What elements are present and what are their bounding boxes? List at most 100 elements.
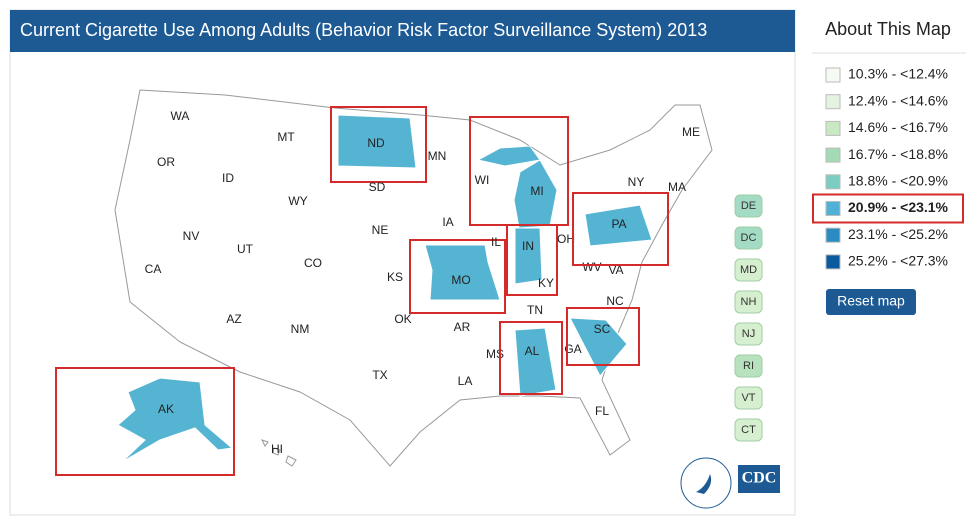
legend-swatch[interactable] xyxy=(825,120,841,136)
highlight-frame xyxy=(409,239,506,314)
state-label[interactable]: OR xyxy=(157,155,175,169)
state-shape xyxy=(117,377,234,463)
state-label[interactable]: MS xyxy=(486,347,504,361)
state-label[interactable]: WA xyxy=(171,109,190,123)
state-label[interactable]: AR xyxy=(454,320,471,334)
state-label[interactable]: LA xyxy=(458,374,473,388)
state-label[interactable]: GA xyxy=(564,342,581,356)
state-label[interactable]: IL xyxy=(491,235,501,249)
state-label[interactable]: WV xyxy=(582,260,601,274)
state-label[interactable]: OH xyxy=(557,232,575,246)
state-label[interactable]: NE xyxy=(372,223,389,237)
state-label[interactable]: CA xyxy=(145,262,162,276)
legend-swatch[interactable] xyxy=(825,201,841,216)
state-shape xyxy=(584,204,653,247)
legend-swatch[interactable] xyxy=(825,174,841,190)
highlight-frame xyxy=(566,307,640,366)
legend-swatch[interactable] xyxy=(825,67,841,83)
state-label[interactable]: NY xyxy=(628,175,645,189)
small-state-label: DC xyxy=(741,232,757,244)
cdc-logo xyxy=(738,465,780,493)
legend-swatch[interactable] xyxy=(825,254,841,270)
hhs-seal xyxy=(680,457,732,509)
small-state-box[interactable] xyxy=(734,354,763,378)
state-shape xyxy=(424,244,501,301)
sidebar-title: About This Map xyxy=(825,19,951,39)
state-label[interactable]: MA xyxy=(668,180,686,194)
legend-swatch[interactable] xyxy=(825,147,841,163)
legend-label: 16.7% - <18.8% xyxy=(848,146,948,162)
legend-label: 25.2% - <27.3% xyxy=(848,253,948,269)
state-label[interactable]: ND xyxy=(367,136,385,150)
small-state-box[interactable] xyxy=(734,290,763,314)
state-label[interactable]: KS xyxy=(387,270,403,284)
small-state-box[interactable] xyxy=(734,386,763,410)
legend-label: 14.6% - <16.7% xyxy=(848,119,948,135)
state-label[interactable]: IN xyxy=(522,239,534,253)
legend-swatch[interactable] xyxy=(825,227,841,243)
state-label[interactable]: OK xyxy=(394,312,411,326)
state-label[interactable]: ME xyxy=(682,125,700,139)
state-label[interactable]: AL xyxy=(525,344,540,358)
state-label[interactable]: MN xyxy=(428,149,447,163)
state-label[interactable]: NM xyxy=(291,322,310,336)
state-label[interactable]: MI xyxy=(530,184,543,198)
hawaii-outline xyxy=(261,439,297,467)
small-state-label: NJ xyxy=(742,328,755,340)
state-label[interactable]: SC xyxy=(594,322,611,336)
state-label[interactable]: SD xyxy=(369,180,386,194)
legend-label: 20.9% - <23.1% xyxy=(848,199,949,215)
state-label[interactable]: CO xyxy=(304,256,322,270)
small-state-box[interactable] xyxy=(734,322,763,346)
state-label[interactable]: MO xyxy=(451,273,470,287)
cdc-logo-text: CDC xyxy=(742,470,777,487)
small-state-label: RI xyxy=(743,360,754,372)
small-state-label: CT xyxy=(741,424,756,436)
state-label[interactable]: MT xyxy=(277,130,295,144)
highlight-frame xyxy=(499,321,563,395)
small-state-box[interactable] xyxy=(734,194,763,218)
title-bar xyxy=(10,10,795,52)
highlight-frame xyxy=(55,367,235,476)
state-label[interactable]: FL xyxy=(595,404,609,418)
state-label[interactable]: NV xyxy=(183,229,200,243)
small-state-label: VT xyxy=(741,392,755,404)
state-label[interactable]: IA xyxy=(442,215,453,229)
legend-label: 10.3% - <12.4% xyxy=(848,66,948,82)
state-label[interactable]: KY xyxy=(538,276,554,290)
legend-label: 18.8% - <20.9% xyxy=(848,173,948,189)
state-label[interactable]: TN xyxy=(527,303,543,317)
state-label[interactable]: AZ xyxy=(226,312,241,326)
small-state-label: DE xyxy=(741,200,756,212)
state-label[interactable]: PA xyxy=(611,217,626,231)
state-shape xyxy=(514,227,543,285)
small-state-box[interactable] xyxy=(734,258,763,282)
small-state-label: MD xyxy=(740,264,757,276)
reset-button[interactable] xyxy=(826,289,916,315)
state-label[interactable]: AK xyxy=(158,402,174,416)
highlight-frame xyxy=(506,224,558,296)
legend-selected-frame xyxy=(812,193,964,224)
state-shape xyxy=(337,114,417,169)
state-label[interactable]: WI xyxy=(475,173,490,187)
legend-label: 23.1% - <25.2% xyxy=(848,226,948,242)
small-state-box[interactable] xyxy=(734,226,763,250)
state-label[interactable]: UT xyxy=(237,242,254,256)
highlight-frame xyxy=(330,106,427,183)
small-state-box[interactable] xyxy=(734,418,763,442)
state-shape xyxy=(514,327,557,397)
small-state-label: NH xyxy=(741,296,757,308)
state-label[interactable]: VA xyxy=(608,263,623,277)
state-label[interactable]: ID xyxy=(222,171,234,185)
state-label[interactable]: HI xyxy=(271,442,283,456)
hhs-logo xyxy=(680,457,732,509)
legend-label: 12.4% - <14.6% xyxy=(848,92,948,108)
state-label[interactable]: TX xyxy=(372,368,387,382)
state-label[interactable]: NC xyxy=(606,294,624,308)
state-label[interactable]: WY xyxy=(288,194,307,208)
highlight-frame xyxy=(572,192,669,266)
legend-swatch[interactable] xyxy=(825,94,841,110)
